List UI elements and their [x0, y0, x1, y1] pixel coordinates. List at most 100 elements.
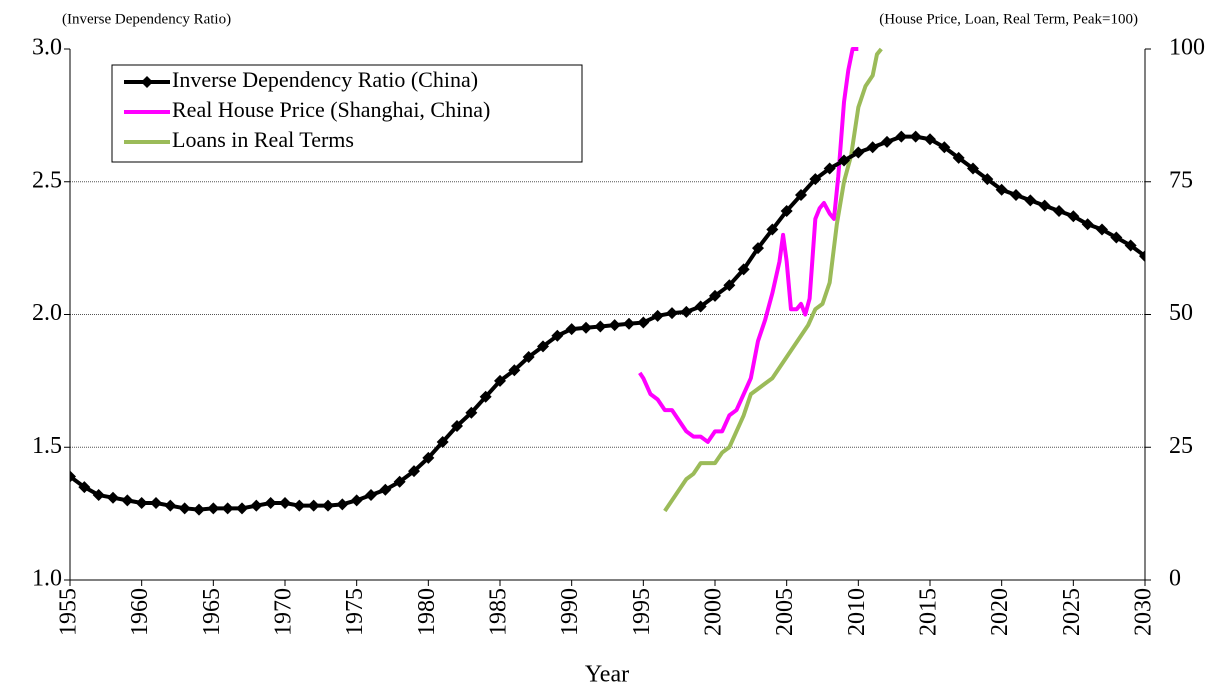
marker	[694, 300, 707, 313]
y-tick-label: 1.5	[32, 433, 62, 459]
y-tick-label: 3.0	[32, 35, 62, 61]
line	[70, 134, 1145, 512]
x-tick-label: 2005	[772, 588, 798, 636]
marker	[250, 499, 263, 512]
marker	[293, 499, 306, 512]
marker	[809, 173, 822, 186]
y2-tick-label: 25	[1169, 433, 1193, 459]
line	[663, 47, 883, 513]
marker	[1067, 210, 1080, 223]
x-tick-label: 1965	[199, 588, 225, 636]
x-tick-label: 1970	[271, 588, 297, 636]
marker	[895, 130, 908, 143]
marker	[436, 435, 449, 448]
marker	[193, 503, 205, 516]
marker	[336, 498, 349, 511]
marker	[350, 494, 363, 507]
marker	[135, 497, 148, 510]
marker	[995, 183, 1008, 196]
marker	[823, 162, 836, 175]
marker	[1081, 218, 1094, 231]
marker	[494, 374, 506, 387]
y-tick-label: 2.0	[32, 300, 62, 326]
y2-tick-label: 50	[1169, 300, 1193, 326]
marker	[164, 499, 177, 512]
marker	[651, 309, 664, 322]
marker	[608, 319, 621, 332]
x-tick-label: 1975	[342, 588, 368, 636]
marker	[909, 130, 922, 143]
marker	[1096, 223, 1108, 236]
line	[638, 47, 859, 444]
x-tick-label: 2020	[987, 588, 1013, 636]
x-tick-label: 2010	[844, 588, 870, 636]
legend-label: Real House Price (Shanghai, China)	[172, 97, 490, 122]
marker	[537, 340, 549, 353]
marker	[78, 481, 91, 494]
x-tick-label: 1995	[629, 588, 655, 636]
x-tick-label: 1980	[414, 588, 440, 636]
marker	[322, 499, 334, 512]
x-tick-label: 2025	[1059, 588, 1085, 636]
marker	[838, 154, 850, 167]
marker	[1110, 231, 1123, 244]
marker	[70, 470, 76, 483]
marker	[938, 141, 951, 154]
marker	[422, 451, 435, 464]
marker	[594, 320, 607, 333]
marker	[236, 502, 248, 515]
marker	[408, 465, 420, 478]
x-tick-label: 1990	[557, 588, 583, 636]
x-tick-label: 2030	[1131, 588, 1157, 636]
marker	[121, 494, 134, 507]
marker	[780, 204, 793, 217]
plot-area	[70, 47, 1145, 516]
marker	[207, 502, 220, 515]
marker	[1038, 199, 1051, 212]
legend-label: Inverse Dependency Ratio (China)	[172, 67, 478, 92]
marker	[852, 146, 865, 159]
marker	[623, 317, 635, 330]
marker	[1124, 239, 1137, 252]
marker	[508, 364, 521, 377]
marker	[264, 497, 277, 510]
marker	[178, 502, 191, 515]
legend-box	[111, 64, 583, 163]
marker	[379, 483, 392, 496]
marker	[307, 499, 320, 512]
y-axis-label: (Inverse Dependency Ratio)	[62, 11, 231, 27]
x-tick-label: 1955	[56, 588, 82, 636]
marker	[465, 406, 478, 419]
marker	[737, 263, 750, 276]
marker	[221, 502, 234, 515]
marker	[1024, 194, 1037, 207]
legend-marker	[141, 76, 153, 88]
marker	[479, 390, 492, 403]
x-tick-label: 1960	[127, 588, 153, 636]
y2-tick-label: 0	[1169, 566, 1181, 592]
marker	[981, 173, 994, 186]
marker	[92, 489, 105, 502]
marker	[924, 133, 936, 146]
marker	[565, 323, 578, 336]
x-axis-label: Year	[585, 662, 629, 688]
y2-axis-label: (House Price, Loan, Real Term, Peak=100)	[879, 11, 1138, 27]
legend-label: Loans in Real Terms	[172, 127, 354, 152]
marker	[967, 162, 979, 175]
marker	[766, 223, 779, 236]
marker	[881, 135, 893, 148]
marker	[952, 151, 965, 164]
marker	[1139, 250, 1145, 263]
marker	[866, 141, 879, 154]
marker	[1053, 204, 1065, 217]
marker	[709, 289, 721, 302]
x-tick-label: 2015	[916, 588, 942, 636]
marker	[522, 350, 535, 363]
y2-tick-label: 75	[1169, 167, 1193, 193]
marker	[666, 307, 678, 320]
y2-tick-label: 100	[1169, 35, 1205, 61]
marker	[107, 491, 119, 504]
y-tick-label: 1.0	[32, 566, 62, 592]
